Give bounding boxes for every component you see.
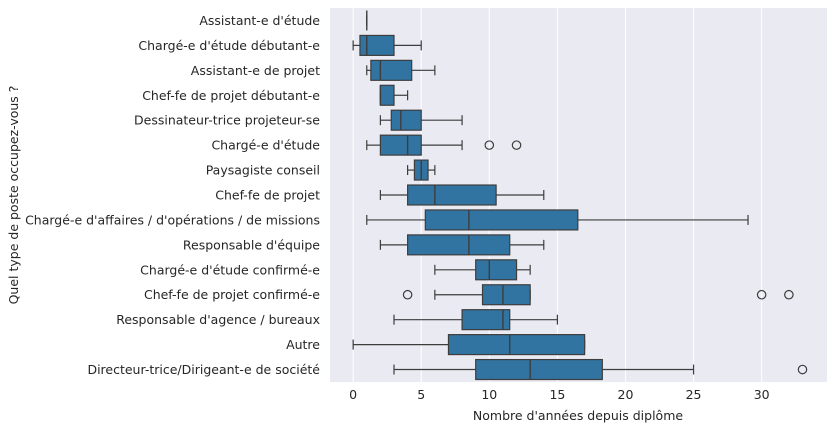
x-axis-label: Nombre d'années depuis diplôme: [473, 408, 683, 423]
box-group: [402, 284, 794, 306]
boxes: [352, 10, 808, 381]
box-iqr: [370, 59, 413, 81]
box-group: [379, 234, 545, 256]
outlier-point: [511, 140, 522, 150]
tick-labels: 0 5 10 15 20 25 30 Assistant-e d'étude Chargé-e …: [25, 13, 770, 402]
y-tick-label: Paysagiste conseil: [206, 163, 320, 178]
y-tick-label: Chef-fe de projet confirmé-e: [144, 287, 320, 302]
box-iqr: [461, 309, 511, 331]
y-tick-label: Responsable d'agence / bureaux: [116, 312, 320, 327]
box-group: [379, 84, 409, 106]
y-tick-label: Chef-fe de projet: [215, 188, 320, 203]
x-tick-label: 15: [549, 387, 565, 402]
box-iqr: [481, 284, 531, 306]
x-tick-label: 25: [686, 387, 702, 402]
y-tick-label: Chargé-e d'affaires / d'opérations / de …: [25, 212, 320, 227]
x-tick-label: 20: [618, 387, 634, 402]
box-group: [352, 334, 586, 356]
x-tick-label: 0: [349, 387, 357, 402]
x-tick-label: 10: [481, 387, 497, 402]
box-iqr: [359, 34, 395, 56]
x-tick-label: 5: [417, 387, 425, 402]
box-iqr: [407, 234, 511, 256]
y-tick-label: Chargé-e d'étude: [211, 138, 320, 153]
box-group: [434, 259, 531, 281]
box-iqr: [379, 134, 422, 156]
box-iqr: [475, 259, 518, 281]
box-group: [352, 34, 422, 56]
y-tick-label: Dessinateur-trice projeteur-se: [134, 113, 320, 128]
box-iqr: [475, 358, 603, 381]
box-group: [393, 358, 808, 381]
y-tick-label: Chargé-e d'étude débutant-e: [138, 38, 320, 53]
box-group: [393, 309, 558, 331]
y-tick-label: Autre: [286, 337, 320, 352]
box-iqr: [447, 334, 586, 356]
outlier-point: [402, 289, 413, 300]
box-group: [379, 184, 545, 206]
y-tick-label: Directeur-trice/Dirigeant-e de société: [87, 362, 320, 377]
y-tick-label: Assistant-e d'étude: [199, 13, 320, 28]
outlier-point: [784, 289, 794, 300]
box-group: [366, 209, 749, 231]
y-tick-label: Chef-fe de projet débutant-e: [142, 88, 320, 103]
box-group: [379, 109, 463, 131]
y-tick-label: Assistant-e de projet: [191, 63, 320, 78]
outlier-point: [484, 140, 495, 150]
y-tick-label: Chargé-e d'étude confirmé-e: [140, 262, 320, 277]
box-iqr: [379, 84, 395, 106]
box-group: [366, 134, 522, 156]
y-tick-label: Responsable d'équipe: [183, 237, 320, 252]
box-iqr: [390, 109, 422, 131]
box-iqr: [424, 209, 579, 231]
y-axis-label: Quel type de poste occupez-vous ?: [6, 86, 21, 305]
box-group: [366, 59, 436, 81]
box-group: [407, 159, 436, 181]
outlier-point: [797, 364, 808, 375]
box-iqr: [407, 184, 497, 206]
x-tick-label: 30: [754, 387, 770, 402]
outlier-point: [756, 289, 767, 300]
